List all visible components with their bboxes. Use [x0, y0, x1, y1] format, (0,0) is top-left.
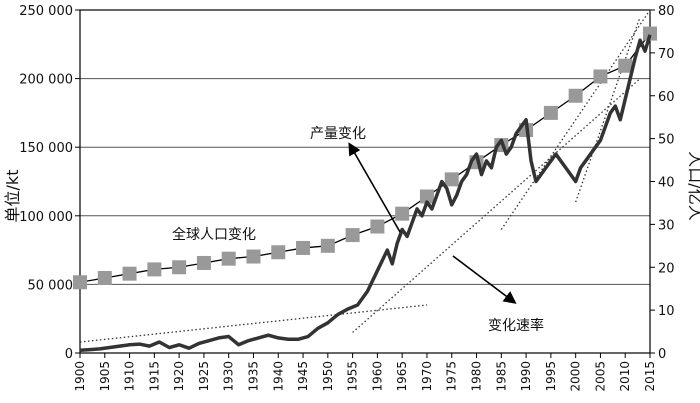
- y-left-tick-label: 200 000: [19, 73, 73, 88]
- x-tick-label: 1975: [445, 361, 459, 392]
- annotation-rate-arrow: [452, 255, 517, 304]
- trend-lines: [79, 9, 651, 343]
- population-marker: [73, 275, 87, 290]
- y-right-tick-label: 10: [658, 304, 675, 319]
- population-marker: [543, 105, 558, 120]
- trend-line: [352, 78, 641, 333]
- x-tick-label: 1915: [147, 361, 161, 392]
- population-marker: [271, 245, 286, 260]
- x-tick-label: 2005: [593, 361, 607, 392]
- y-right-tick-label: 40: [658, 176, 675, 191]
- x-tick-label: 1910: [123, 361, 137, 392]
- population-marker: [618, 58, 633, 73]
- population-marker: [345, 228, 360, 243]
- annotation-production: 产量变化: [310, 126, 366, 142]
- population-marker: [419, 189, 434, 204]
- x-tick-label: 1940: [271, 361, 285, 392]
- x-tick-label: 1970: [420, 361, 434, 392]
- trend-line: [79, 304, 428, 343]
- population-marker: [395, 206, 410, 221]
- x-tick-label: 1965: [395, 361, 409, 392]
- x-tick-label: 1955: [346, 361, 360, 392]
- population-marker: [221, 251, 236, 266]
- x-tick-label: 1905: [98, 361, 112, 392]
- x-tick-label: 2000: [569, 361, 583, 392]
- y-left-tick-label: 100 000: [19, 210, 73, 225]
- population-marker: [122, 266, 137, 281]
- annotation-population: 全球人口变化: [172, 226, 256, 243]
- y-right-tick-label: 50: [658, 133, 675, 148]
- y-right-tick-label: 20: [658, 261, 675, 276]
- y-left-tick-label: 250 000: [19, 4, 73, 19]
- y-right-axis-label: 人口/亿人: [686, 151, 700, 220]
- x-tick-label: 1920: [172, 361, 186, 392]
- y-left-tick-label: 50 000: [28, 278, 74, 293]
- y-right-tick-label: 0: [658, 347, 666, 362]
- population-marker: [568, 88, 583, 103]
- x-tick-label: 1930: [222, 361, 236, 392]
- x-tick-label: 1935: [246, 361, 260, 392]
- trend-line: [575, 16, 641, 203]
- population-marker: [296, 240, 311, 255]
- population-marker: [444, 172, 459, 187]
- population-marker: [320, 238, 335, 253]
- x-tick-label: 1985: [494, 361, 508, 392]
- y-left-axis-label: 单位/kt: [3, 170, 22, 223]
- x-tick-label: 1950: [321, 361, 335, 392]
- population-marker: [196, 255, 211, 270]
- grid-lines: [80, 78, 650, 285]
- y-left-tick-label: 0: [65, 347, 73, 362]
- tick-labels: 0 50 000 100 000 150 000 200 000 250 000 0 10 20…: [19, 4, 674, 392]
- population-marker: [643, 26, 657, 41]
- x-tick-label: 1945: [296, 361, 310, 392]
- y-left-tick-label: 150 000: [19, 141, 73, 156]
- x-tick-label: 2010: [618, 361, 632, 392]
- population-marker: [172, 260, 187, 275]
- x-tick-label: 1980: [470, 361, 484, 392]
- y-right-tick-label: 80: [658, 4, 675, 19]
- x-tick-label: 1900: [73, 361, 87, 392]
- population-line: [79, 33, 651, 283]
- population-marker: [370, 219, 385, 234]
- y-right-tick-label: 60: [658, 90, 675, 105]
- population-marker: [97, 270, 112, 285]
- x-tick-label: 2015: [643, 361, 657, 392]
- annotation-production-arrow: [348, 142, 401, 233]
- x-tick-label: 1925: [197, 361, 211, 392]
- plot-frame: [79, 9, 651, 354]
- population-marker: [246, 249, 261, 264]
- population-marker: [593, 69, 608, 84]
- trend-line: [500, 9, 651, 230]
- x-tick-label: 1990: [519, 361, 533, 392]
- y-right-tick-label: 30: [658, 218, 675, 233]
- production-line: [79, 34, 652, 353]
- x-tick-label: 1995: [544, 361, 558, 392]
- population-marker: [147, 262, 162, 277]
- series-layer: [73, 26, 657, 353]
- x-tick-label: 1960: [370, 361, 384, 392]
- annotation-rate: 变化速率: [488, 317, 544, 334]
- axes: [75, 9, 655, 358]
- y-right-tick-label: 70: [658, 47, 675, 62]
